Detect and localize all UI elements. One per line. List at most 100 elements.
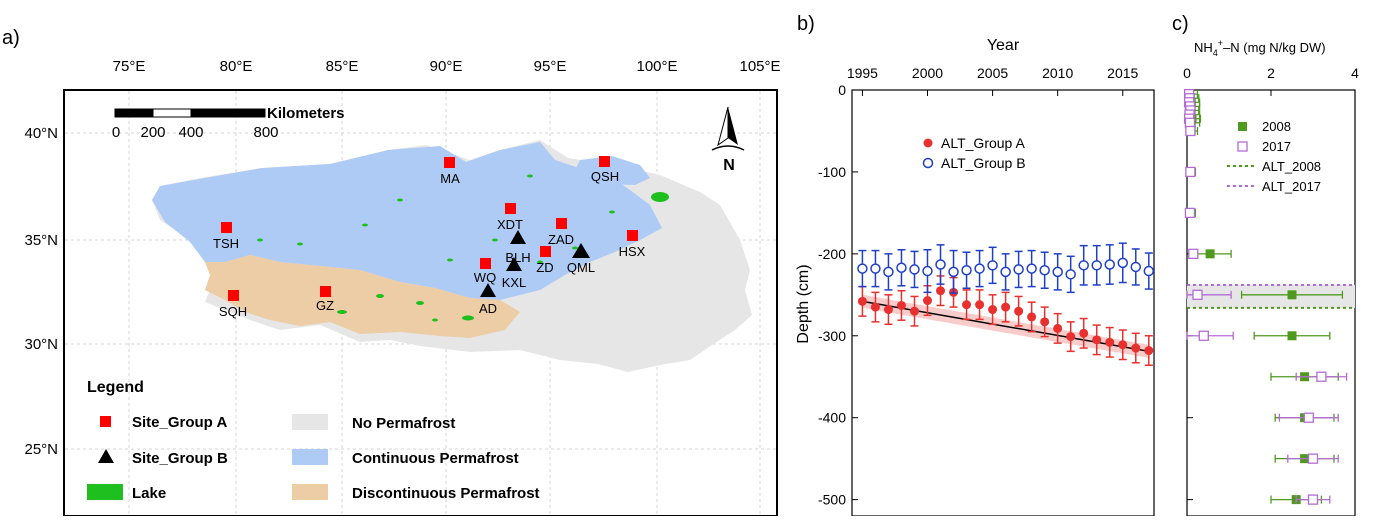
site-b-marker xyxy=(572,243,590,258)
site-a-marker xyxy=(540,246,551,257)
group-a-point xyxy=(870,302,880,312)
group-b-point xyxy=(1065,269,1076,280)
site-label: MA xyxy=(440,171,460,186)
y-tick-label: -200 xyxy=(818,246,846,262)
site-a-marker xyxy=(221,222,232,233)
x-tick-label: 2005 xyxy=(977,65,1008,81)
group-a-point xyxy=(1105,337,1115,347)
site-a-marker xyxy=(505,203,516,214)
scale-bar: Kilometers 0 200 400 800 xyxy=(112,105,345,141)
legend-no-pf-label: No Permafrost xyxy=(352,415,455,432)
group-a-point xyxy=(1079,328,1089,338)
site-label: WQ xyxy=(474,270,496,285)
group-b-point xyxy=(1117,257,1129,269)
site-label: ZAD xyxy=(548,232,574,247)
lake-shape xyxy=(297,242,303,246)
map-legend: Legend Site_Group A Site_Group B Lake No… xyxy=(87,379,540,502)
lon-tick-label: 90°E xyxy=(430,58,463,75)
x-axis-title: Year xyxy=(987,37,1020,54)
panel-b-label: b) xyxy=(797,13,815,35)
latitude-tick-labels: 40°N 35°N 30°N 25°N xyxy=(24,125,58,458)
data-marks xyxy=(857,242,1155,367)
legend-2008-marker xyxy=(1238,122,1247,131)
group-b-point xyxy=(948,266,959,278)
legend-entry: ALT_2008 xyxy=(1262,159,1321,174)
site-a-marker xyxy=(627,230,638,241)
group-b-point xyxy=(909,264,920,275)
legend-lake-label: Lake xyxy=(132,485,166,502)
group-b-point xyxy=(1052,266,1063,278)
legend-no-pf-swatch xyxy=(292,414,328,430)
group-a-point xyxy=(1027,312,1037,322)
group-b-point xyxy=(1130,261,1142,273)
site-label: SQH xyxy=(219,304,247,319)
sites-group-a: MA QSH XDT TSH ZAD HSX ZD WQ SQH GZ xyxy=(213,156,646,319)
series-2008-point xyxy=(1287,290,1297,300)
scale-tick-label: 200 xyxy=(140,124,165,141)
group-b-point xyxy=(1091,260,1102,271)
lake-shape xyxy=(651,192,669,202)
legend-entry: ALT_Group B xyxy=(941,155,1026,171)
lon-tick-label: 95°E xyxy=(534,58,567,75)
site-a-marker xyxy=(444,157,455,168)
site-label: TSH xyxy=(213,236,239,251)
group-b-point xyxy=(974,263,985,274)
series-2017-point xyxy=(1185,166,1196,178)
y-tick-label: 0 xyxy=(838,82,846,98)
site-a-marker xyxy=(480,258,491,269)
group-b-point xyxy=(1143,265,1155,277)
longitude-tick-labels: 75°E 80°E 85°E 90°E 95°E 100°E 105°E xyxy=(113,58,781,75)
site-b-marker xyxy=(510,230,526,244)
lake-shape xyxy=(362,223,368,227)
legend-cont-pf-label: Continuous Permafrost xyxy=(352,450,519,467)
legend-2017-marker xyxy=(1237,141,1248,152)
group-a-point xyxy=(975,300,985,310)
lake-shape xyxy=(416,301,424,305)
lon-tick-label: 100°E xyxy=(636,58,677,75)
discontinuous-permafrost-region xyxy=(205,255,520,338)
group-b-point xyxy=(922,265,933,277)
lon-tick-label: 75°E xyxy=(113,58,146,75)
y-tick-label: -400 xyxy=(818,410,846,426)
group-a-point xyxy=(1014,306,1024,316)
x-tick-label: 0 xyxy=(1183,65,1191,81)
lake-shape xyxy=(447,258,453,262)
legend-site-a-swatch xyxy=(100,416,111,427)
legend-discont-pf-swatch xyxy=(292,484,328,500)
site-label: GZ xyxy=(316,298,334,313)
group-a-point xyxy=(1040,317,1050,327)
lon-tick-label: 80°E xyxy=(220,58,253,75)
trend-line xyxy=(862,300,1149,353)
sites-group-b: BLH QML KXL AD xyxy=(479,230,595,316)
x-tick-label: 2 xyxy=(1267,65,1275,81)
north-label: N xyxy=(723,157,735,174)
series-2008-point xyxy=(1205,249,1215,259)
group-a-point xyxy=(1131,343,1141,353)
data-marks xyxy=(1183,88,1348,505)
lake-shape xyxy=(609,210,615,214)
group-a-point xyxy=(909,306,919,316)
lake-shape xyxy=(257,238,263,242)
group-b-point xyxy=(935,259,946,270)
legend-entry: 2008 xyxy=(1262,119,1291,134)
series-2017-point xyxy=(1316,371,1327,382)
y-tick-label: -100 xyxy=(818,164,846,180)
group-b-point xyxy=(883,266,894,278)
panel-c-label: c) xyxy=(1172,13,1189,35)
group-a-point xyxy=(883,305,893,315)
series-2017-point xyxy=(1185,125,1196,137)
y-tick-label: -300 xyxy=(818,328,846,344)
legend-lake-swatch xyxy=(87,484,123,500)
legend-entry: ALT_Group A xyxy=(941,135,1025,151)
group-a-point xyxy=(1001,302,1011,312)
site-a-marker xyxy=(320,286,331,297)
series-2017-point xyxy=(1198,330,1209,341)
site-label: BLH xyxy=(505,250,530,265)
group-a-point xyxy=(857,296,867,306)
legend-site-b-swatch xyxy=(98,449,114,463)
group-b-point xyxy=(961,264,972,276)
site-label: HSX xyxy=(619,244,646,259)
site-label: QSH xyxy=(591,169,619,184)
x-tick-label: 4 xyxy=(1351,65,1359,81)
